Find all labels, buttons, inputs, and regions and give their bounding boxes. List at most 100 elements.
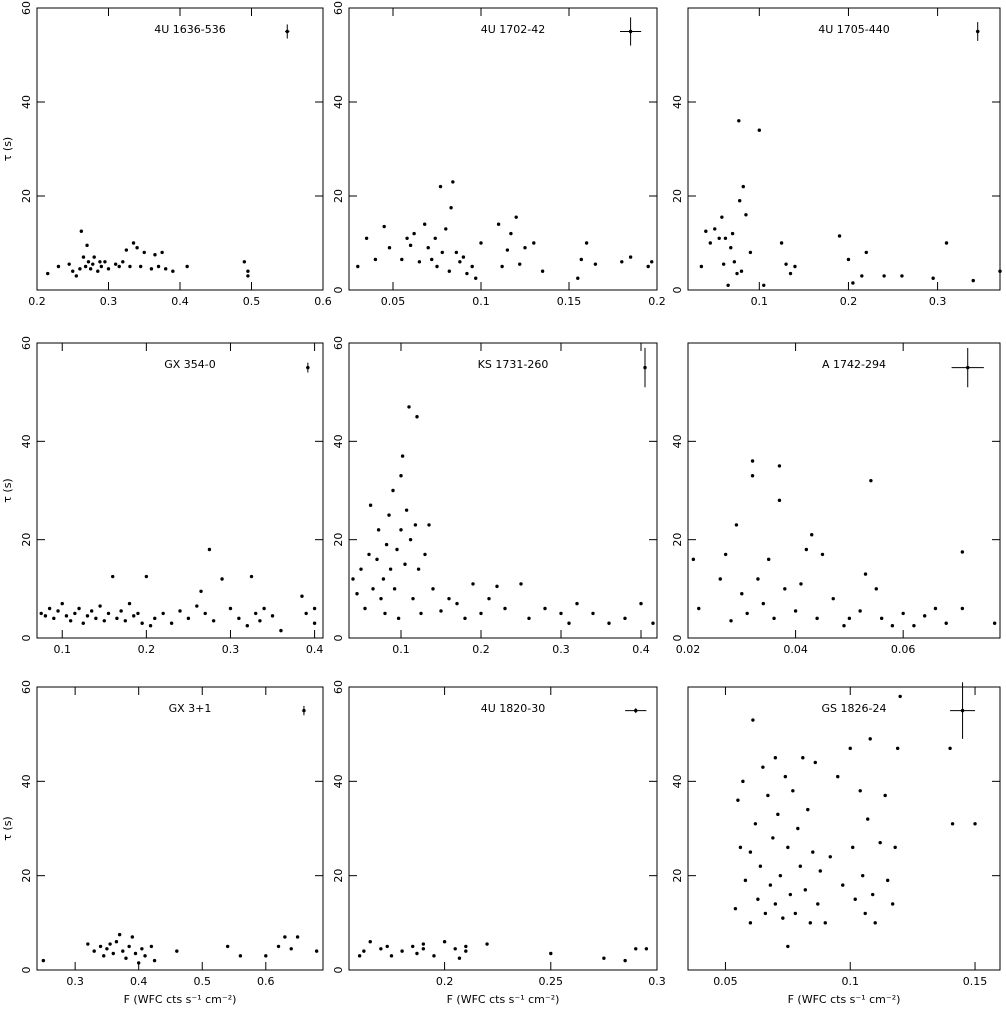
data-point [973, 822, 977, 826]
data-point [718, 577, 722, 581]
data-point [71, 269, 75, 273]
axes-frame [348, 7, 658, 291]
data-point [623, 616, 627, 621]
data-point [620, 260, 624, 264]
data-point [114, 940, 119, 944]
data-point [422, 222, 427, 226]
data-point [992, 621, 997, 625]
data-point [411, 944, 415, 949]
x-tick-label: 0.06 [891, 643, 916, 656]
data-point [479, 611, 483, 616]
data-point [383, 611, 387, 616]
axes-frame [348, 686, 658, 971]
data-point [922, 614, 927, 618]
data-point [111, 574, 115, 579]
x-tick-label: 0.2 [28, 295, 46, 308]
data-point [119, 609, 123, 613]
data-point [811, 850, 815, 854]
data-point [933, 606, 938, 611]
data-point [737, 119, 741, 123]
data-point [738, 845, 743, 850]
data-point [423, 552, 427, 557]
data-point [864, 250, 868, 255]
data-point [391, 488, 395, 493]
data-point [86, 942, 90, 946]
data-point [879, 616, 884, 621]
data-point [381, 577, 386, 581]
data-point [264, 954, 268, 958]
data-point [444, 227, 448, 231]
data-point [220, 577, 224, 581]
data-point [721, 262, 726, 266]
data-point [435, 264, 439, 269]
data-point [860, 274, 864, 278]
data-point [363, 606, 367, 611]
data-point [708, 241, 712, 245]
data-point [442, 940, 447, 944]
data-point [148, 624, 153, 628]
data-point [763, 911, 768, 916]
data-point [783, 774, 788, 779]
data-point [94, 616, 98, 621]
data-point [858, 789, 862, 793]
x-tick-label: 0.04 [783, 643, 808, 656]
data-point [567, 621, 571, 625]
data-point [246, 274, 250, 278]
data-point [885, 878, 890, 883]
x-tick-label: 0.6 [314, 295, 332, 308]
data-point [950, 822, 955, 826]
data-point [416, 567, 421, 571]
data-point [739, 269, 744, 273]
data-point [944, 621, 948, 625]
data-point [103, 260, 107, 264]
data-point [823, 921, 827, 925]
data-point [106, 611, 111, 616]
data-point [735, 271, 739, 276]
data-point [362, 949, 366, 953]
data-point [639, 601, 643, 606]
x-tick-label: 0.3 [100, 295, 118, 308]
data-point [185, 264, 189, 269]
data-point [532, 241, 536, 245]
data-point [136, 961, 141, 965]
data-point [777, 498, 782, 503]
data-point [356, 264, 360, 269]
x-tick-label: 0.1 [472, 295, 490, 308]
data-point [816, 902, 820, 906]
error-bar-center [302, 708, 306, 713]
data-point [831, 596, 835, 601]
data-point [86, 260, 91, 264]
data-point [111, 951, 115, 956]
data-point [793, 264, 797, 269]
data-point [509, 231, 513, 236]
data-point [863, 911, 867, 916]
data-point [458, 260, 462, 264]
data-point [931, 276, 935, 280]
data-point [262, 606, 266, 611]
y-tick-label: 0 [332, 967, 345, 974]
y-tick-label: 40 [671, 95, 684, 109]
data-point [485, 942, 489, 946]
data-point [408, 537, 413, 542]
data-point [851, 845, 855, 850]
data-point [427, 523, 431, 527]
data-point [773, 756, 778, 760]
data-point [130, 935, 135, 939]
data-point [575, 601, 579, 606]
data-point [433, 236, 437, 240]
x-tick-label: 0.2 [648, 295, 666, 308]
data-point [584, 241, 589, 245]
data-point [623, 958, 627, 963]
data-point [858, 609, 862, 613]
data-point [691, 557, 696, 562]
data-point [439, 609, 443, 613]
data-point [895, 746, 900, 751]
data-point [314, 949, 319, 953]
data-point [132, 614, 136, 618]
error-bar-center [628, 29, 633, 34]
y-tick-label: 0 [20, 635, 33, 642]
data-point [781, 916, 785, 920]
data-point [304, 611, 308, 616]
data-point [773, 902, 778, 906]
